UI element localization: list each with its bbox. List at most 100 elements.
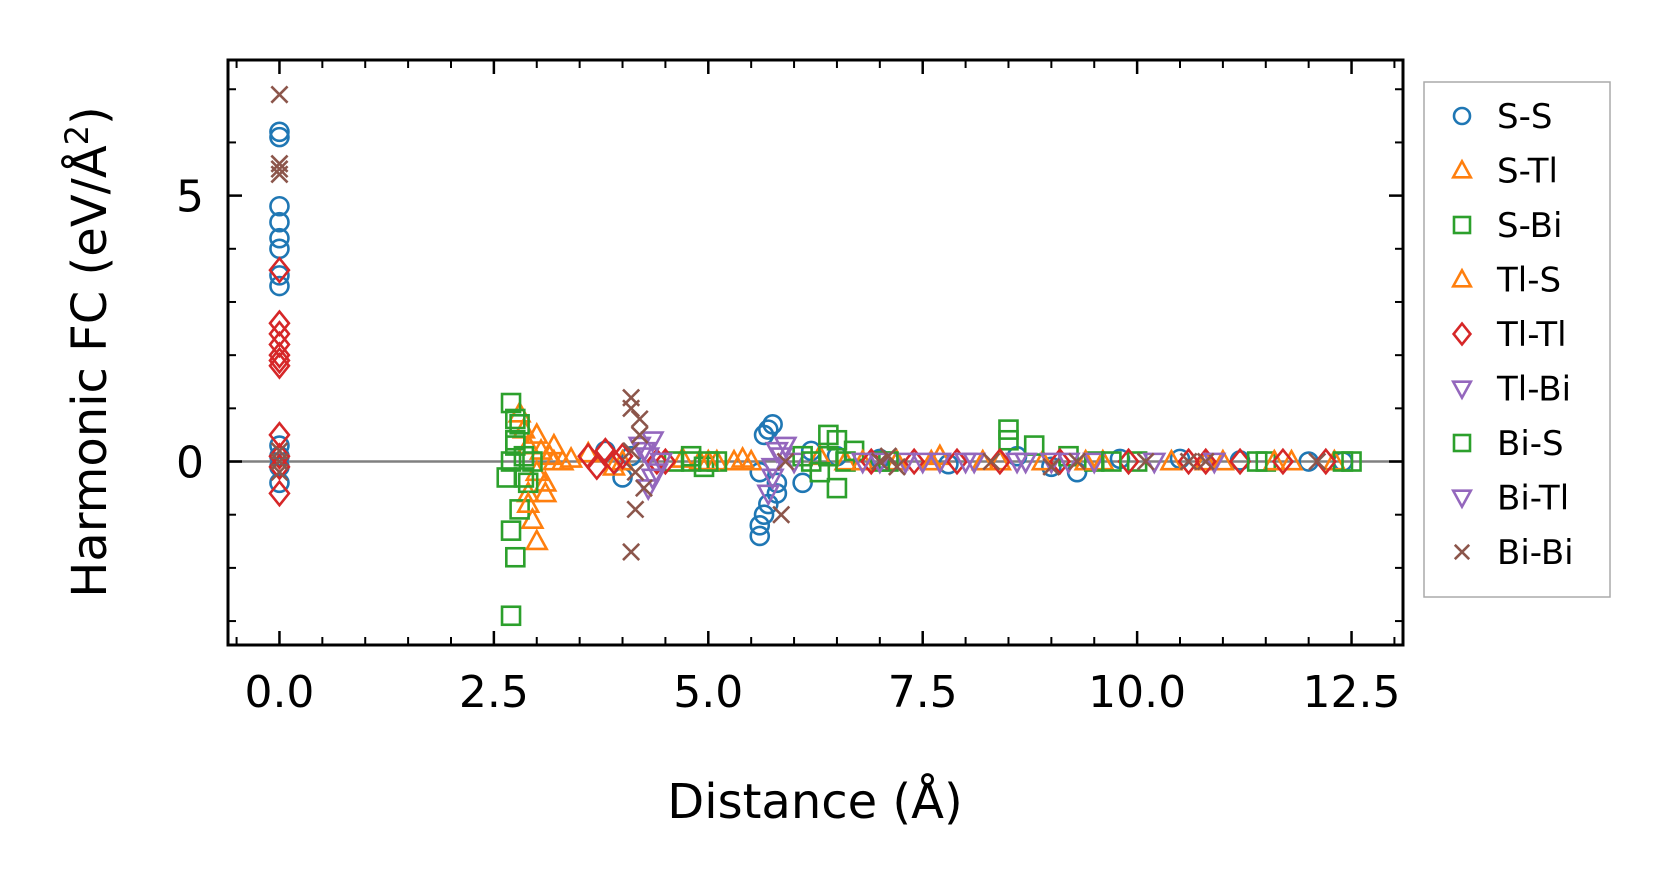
data-point: [505, 408, 526, 430]
data-point: [1177, 447, 1200, 476]
data-point: [269, 195, 290, 217]
data-point: [630, 409, 649, 428]
legend-label: S-S: [1497, 97, 1552, 137]
data-point: [270, 85, 289, 104]
data-point: [776, 452, 795, 471]
data-point: [1179, 452, 1198, 471]
data-point: [766, 472, 788, 494]
data-point: [634, 479, 653, 498]
data-point: [1142, 452, 1167, 475]
data-point: [626, 463, 645, 482]
data-point: [1082, 452, 1107, 475]
data-point: [602, 447, 626, 476]
legend-label: Tl-S: [1496, 261, 1561, 301]
data-point: [792, 472, 813, 494]
data-point: [1341, 451, 1362, 472]
data-point: [903, 447, 926, 476]
data-point: [773, 436, 798, 459]
data-point: [766, 483, 788, 504]
data-point: [509, 413, 530, 435]
data-point: [697, 451, 719, 472]
data-point: [541, 432, 567, 455]
data-point: [269, 211, 290, 233]
data-point: [645, 447, 668, 476]
data-point: [649, 452, 674, 475]
series-s-bi: [496, 392, 1354, 627]
data-point: [622, 441, 641, 460]
data-point: [1196, 452, 1215, 471]
x-tick-label: 2.5: [459, 667, 529, 718]
data-point: [654, 447, 677, 476]
data-point: [1041, 456, 1062, 478]
data-point: [500, 605, 522, 627]
data-point: [1042, 457, 1061, 476]
legend-marker: [1451, 158, 1473, 179]
y-tick-label: 5: [176, 172, 204, 223]
data-point: [1136, 452, 1155, 471]
data-point: [268, 346, 291, 375]
data-point: [268, 442, 291, 470]
data-point: [268, 320, 291, 348]
legend-marker: [1451, 321, 1473, 347]
data-point: [500, 520, 522, 541]
data-point: [772, 505, 791, 524]
data-point: [870, 452, 889, 471]
legend-label: Tl-Bi: [1496, 370, 1571, 410]
data-point: [622, 542, 641, 561]
axis-ticks: 0.0 2.5 5.0 7.5 10.0 12.5 0 5: [176, 60, 1403, 718]
series-bi-s: [505, 429, 1362, 488]
legend-marker: [1452, 106, 1472, 126]
data-point: [998, 419, 1019, 440]
data-point: [758, 419, 779, 440]
data-point: [760, 468, 785, 491]
data-point: [998, 429, 1019, 451]
legend-marker: [1452, 215, 1472, 235]
data-point: [1279, 448, 1304, 471]
data-point: [730, 445, 755, 468]
data-point: [269, 126, 290, 148]
data-point: [1194, 447, 1217, 476]
data-point: [749, 515, 771, 536]
data-point: [622, 399, 641, 418]
data-point: [1068, 452, 1087, 471]
legend-marker: [1452, 433, 1472, 453]
data-point: [558, 445, 584, 468]
data-point: [1023, 435, 1045, 456]
data-point: [1030, 448, 1055, 471]
data-point: [268, 341, 291, 369]
y-axis-label: Harmonic FC (eV/Å2): [58, 106, 118, 598]
x-tick-label: 10.0: [1088, 667, 1186, 718]
data-point: [927, 452, 952, 475]
data-point: [630, 425, 649, 444]
x-tick-label: 7.5: [888, 667, 958, 718]
data-point: [269, 275, 290, 297]
data-point: [270, 165, 289, 184]
data-point: [1193, 448, 1218, 471]
data-point: [270, 463, 289, 482]
data-point: [945, 447, 969, 476]
data-point: [270, 160, 289, 179]
data-point: [769, 447, 794, 470]
plot-area: [228, 85, 1403, 627]
data-point: [867, 452, 892, 475]
data-point: [910, 452, 935, 475]
data-point: [1210, 448, 1235, 471]
data-point: [1073, 448, 1098, 471]
series-bi-bi: [270, 85, 1327, 561]
legend-label: Bi-Tl: [1497, 479, 1569, 519]
legend-marker: [1451, 380, 1473, 401]
y-tick-label: 0: [176, 438, 204, 489]
x-tick-label: 5.0: [673, 667, 743, 718]
legend-marker: [1451, 267, 1473, 288]
legend-frame: [1423, 81, 1611, 598]
data-point: [739, 448, 764, 471]
legend-label: S-Tl: [1497, 152, 1558, 192]
legend-marker: [1453, 543, 1471, 561]
data-point: [1271, 447, 1295, 476]
data-point: [268, 421, 291, 449]
data-point: [1228, 447, 1252, 476]
data-point: [524, 528, 549, 551]
data-point: [509, 499, 530, 520]
data-point: [850, 448, 875, 471]
